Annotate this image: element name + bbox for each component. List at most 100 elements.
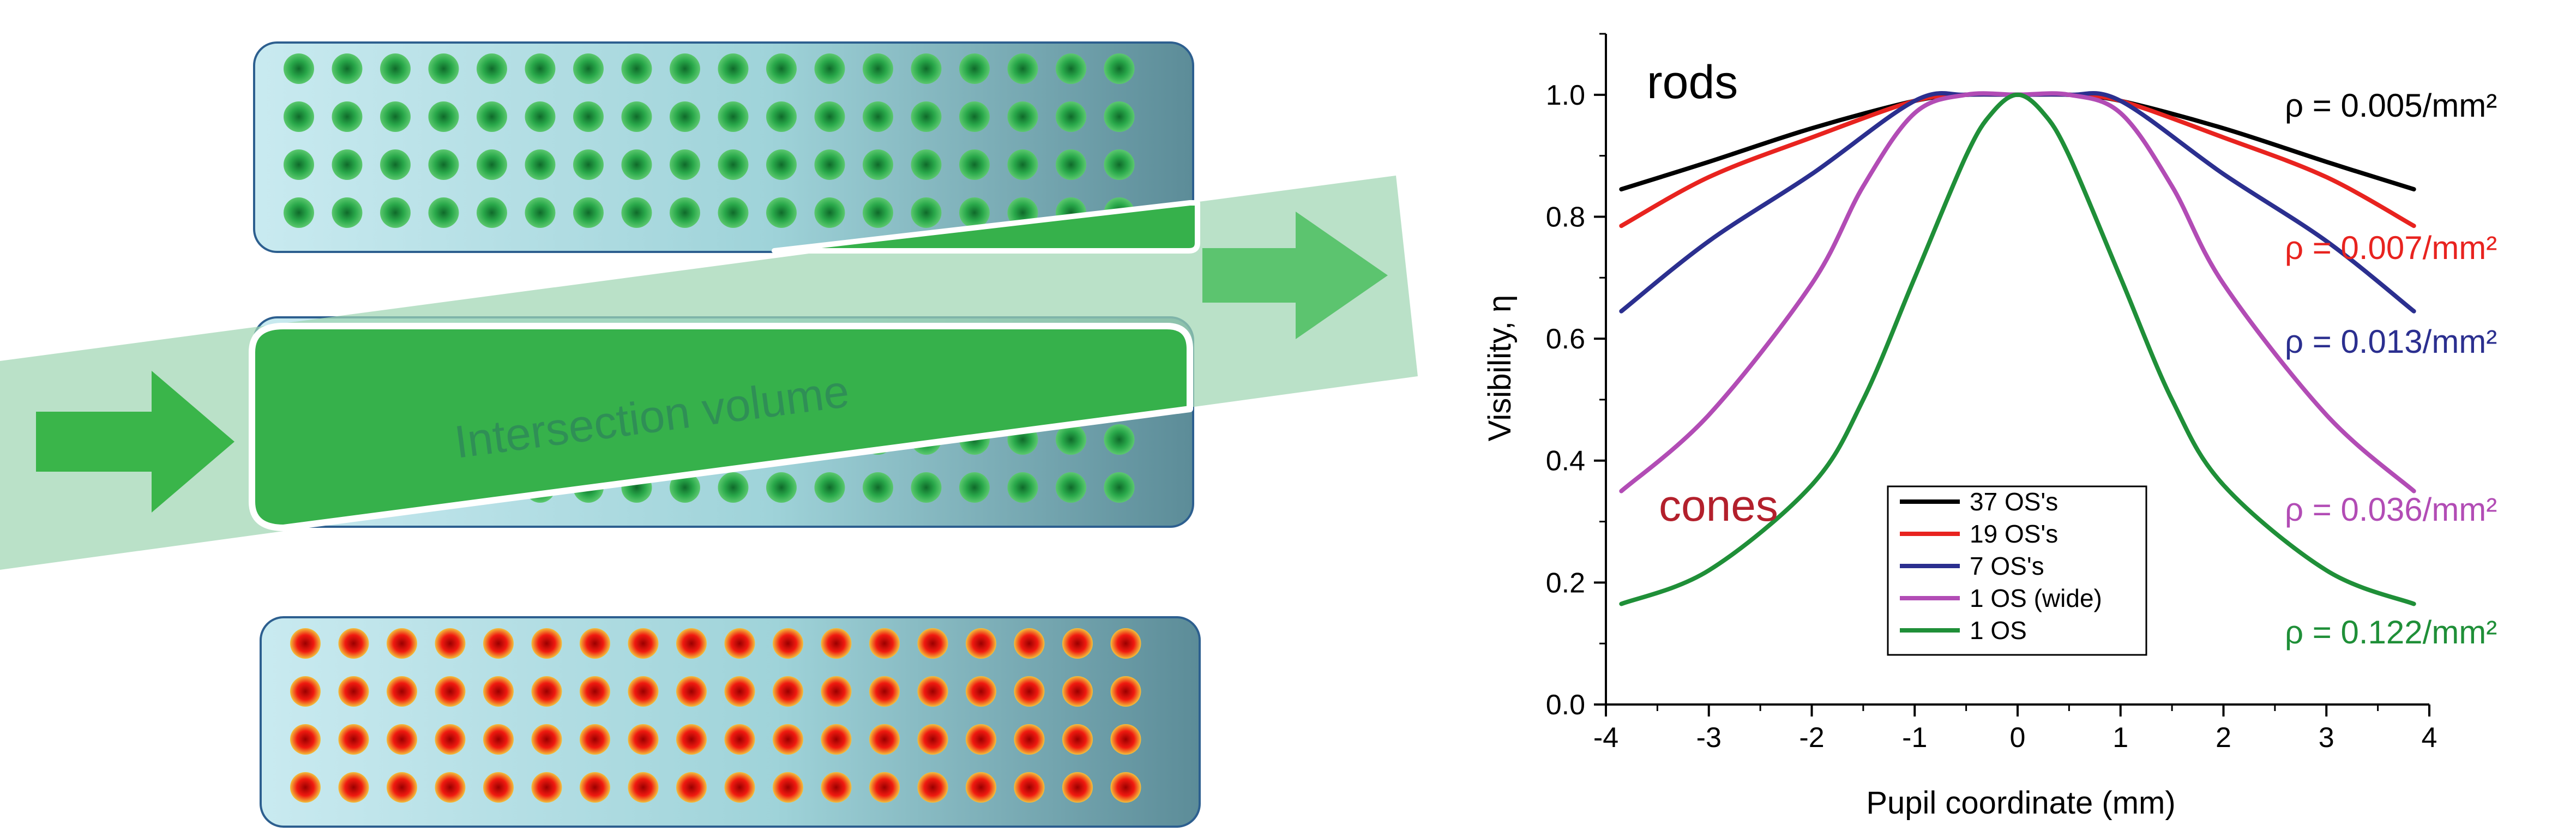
cone-outer-segment — [821, 676, 852, 707]
rod-outer-segment — [911, 149, 942, 180]
cone-outer-segment — [531, 628, 562, 659]
rod-outer-segment — [332, 197, 363, 228]
rod-outer-segment — [525, 149, 556, 180]
cone-outer-segment — [483, 676, 514, 707]
rod-outer-segment — [621, 149, 652, 180]
rod-outer-segment — [477, 149, 507, 180]
cone-outer-segment — [821, 772, 852, 803]
intersection-sliver — [772, 200, 1200, 254]
series-line-2 — [1619, 91, 2416, 314]
cone-outer-segment — [580, 724, 610, 755]
rod-outer-segment — [863, 472, 893, 503]
cone-outer-segment — [387, 676, 417, 707]
rod-outer-segment — [670, 149, 700, 180]
intersection-volume-shape — [249, 323, 1193, 531]
legend-label-3: 1 OS (wide) — [1970, 584, 2102, 612]
rod-outer-segment — [1104, 472, 1135, 503]
cone-outer-segment — [387, 628, 417, 659]
rod-outer-segment — [573, 197, 604, 228]
x-tick-label: -2 — [1799, 722, 1824, 754]
rod-outer-segment — [1104, 53, 1135, 84]
rod-outer-segment — [428, 149, 459, 180]
cone-outer-segment — [483, 724, 514, 755]
cone-outer-segment — [773, 724, 803, 755]
rod-outer-segment — [863, 53, 893, 84]
cone-outer-segment — [821, 628, 852, 659]
rod-outer-segment — [911, 472, 942, 503]
rod-outer-segment — [332, 149, 363, 180]
rod-outer-segment — [573, 149, 604, 180]
rod-outer-segment — [525, 53, 556, 84]
cone-outer-segment — [531, 676, 562, 707]
rod-outer-segment — [380, 101, 411, 132]
rod-outer-segment — [1056, 53, 1086, 84]
y-tick-label: 0.4 — [1546, 445, 1585, 477]
rod-outer-segment — [959, 472, 990, 503]
legend-box — [1887, 485, 2147, 656]
rod-outer-segment — [477, 53, 507, 84]
rod-outer-segment — [1056, 149, 1086, 180]
cone-outer-segment — [338, 724, 369, 755]
incoming-arrow-icon — [36, 371, 234, 513]
cone-outer-segment — [676, 628, 707, 659]
legend-label-4: 1 OS — [1970, 616, 2027, 645]
cone-outer-segment — [917, 628, 948, 659]
cone-outer-segment — [1110, 676, 1141, 707]
cone-outer-segment — [966, 628, 996, 659]
cone-outer-segment — [917, 772, 948, 803]
density-label-4: ρ = 0.122/mm² — [2285, 614, 2497, 651]
cone-outer-segment — [338, 628, 369, 659]
rods-annotation: rods — [1647, 56, 1738, 109]
cone-outer-segment — [1110, 724, 1141, 755]
rod-outer-segment — [718, 149, 749, 180]
cone-outer-segment — [387, 772, 417, 803]
y-tick-label: 0.6 — [1546, 323, 1585, 355]
rod-outer-segment — [863, 149, 893, 180]
cone-outer-segment — [628, 724, 659, 755]
rod-outer-segment — [814, 149, 845, 180]
x-tick-label: 0 — [2010, 722, 2026, 754]
density-label-2: ρ = 0.013/mm² — [2285, 323, 2497, 360]
cone-outer-segment — [628, 772, 659, 803]
rod-outer-segment — [959, 149, 990, 180]
rod-outer-segment — [284, 149, 314, 180]
cone-outer-segment — [966, 676, 996, 707]
rod-outer-segment — [766, 149, 797, 180]
cone-outer-segment — [1062, 628, 1093, 659]
y-tick-label: 0.0 — [1546, 689, 1585, 721]
x-tick-label: 1 — [2112, 722, 2128, 754]
rod-outer-segment — [911, 197, 942, 228]
cone-outer-segment — [628, 676, 659, 707]
legend-label-1: 19 OS's — [1970, 520, 2058, 548]
cone-outer-segment — [1014, 628, 1045, 659]
cone-outer-segment — [773, 676, 803, 707]
x-tick-label: -4 — [1593, 722, 1618, 754]
rod-outer-segment — [525, 197, 556, 228]
rod-outer-segment — [477, 101, 507, 132]
cone-outer-segment — [531, 724, 562, 755]
rod-outer-segment — [766, 53, 797, 84]
density-label-3: ρ = 0.036/mm² — [2285, 491, 2497, 528]
cone-outer-segment — [580, 628, 610, 659]
rod-outer-segment — [621, 53, 652, 84]
cone-outer-segment — [917, 676, 948, 707]
rod-outer-segment — [670, 197, 700, 228]
cone-outer-segment — [1062, 772, 1093, 803]
cone-outer-segment — [724, 772, 755, 803]
rod-outer-segment — [1007, 472, 1038, 503]
cone-slab — [260, 616, 1201, 828]
y-tick-label: 0.2 — [1546, 567, 1585, 599]
rod-outer-segment — [1007, 53, 1038, 84]
cone-outer-segment — [387, 724, 417, 755]
intersection-diagram: Intersection volume — [0, 41, 1418, 828]
cone-outer-segment — [869, 724, 900, 755]
cone-outer-segment — [869, 772, 900, 803]
rod-outer-segment — [911, 101, 942, 132]
rod-outer-segment — [477, 197, 507, 228]
density-labels: ρ = 0.005/mm² ρ = 0.007/mm² ρ = 0.013/mm² ρ… — [2285, 87, 2497, 651]
cone-outer-segment — [290, 628, 321, 659]
cone-outer-segment — [676, 676, 707, 707]
cone-outer-segment — [724, 676, 755, 707]
rod-outer-segment — [332, 101, 363, 132]
